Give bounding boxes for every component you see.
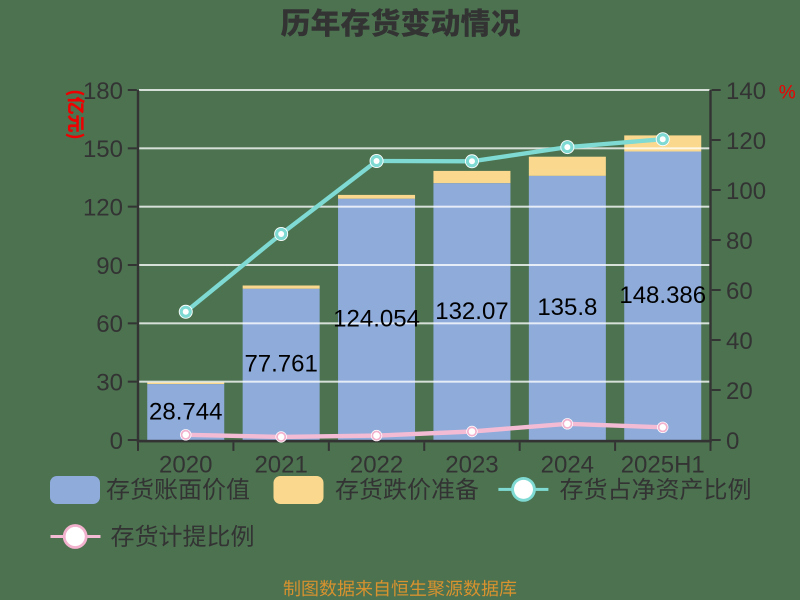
- svg-text:148.386: 148.386: [619, 282, 706, 309]
- svg-text:135.8: 135.8: [537, 294, 597, 321]
- svg-text:0: 0: [726, 428, 739, 455]
- svg-text:0: 0: [110, 428, 123, 455]
- svg-text:2025H1: 2025H1: [621, 451, 705, 478]
- svg-text:140: 140: [726, 78, 766, 105]
- svg-text:30: 30: [96, 369, 123, 396]
- svg-text:132.07: 132.07: [435, 298, 508, 325]
- svg-text:77.761: 77.761: [244, 351, 317, 378]
- svg-text:2022: 2022: [350, 451, 403, 478]
- svg-text:180: 180: [83, 78, 123, 105]
- svg-text:20: 20: [726, 378, 753, 405]
- svg-text:2020: 2020: [159, 451, 212, 478]
- svg-text:28.744: 28.744: [149, 398, 222, 425]
- svg-text:2024: 2024: [541, 451, 594, 478]
- svg-text:150: 150: [83, 136, 123, 163]
- svg-text:60: 60: [96, 311, 123, 338]
- svg-text:60: 60: [726, 278, 753, 305]
- svg-text:90: 90: [96, 253, 123, 280]
- svg-text:120: 120: [83, 194, 123, 221]
- svg-text:100: 100: [726, 178, 766, 205]
- svg-text:124.054: 124.054: [333, 306, 420, 333]
- svg-text:40: 40: [726, 328, 753, 355]
- svg-text:120: 120: [726, 128, 766, 155]
- svg-text:2023: 2023: [445, 451, 498, 478]
- svg-text:%: %: [779, 83, 796, 104]
- svg-text:2021: 2021: [254, 451, 307, 478]
- svg-text:80: 80: [726, 228, 753, 255]
